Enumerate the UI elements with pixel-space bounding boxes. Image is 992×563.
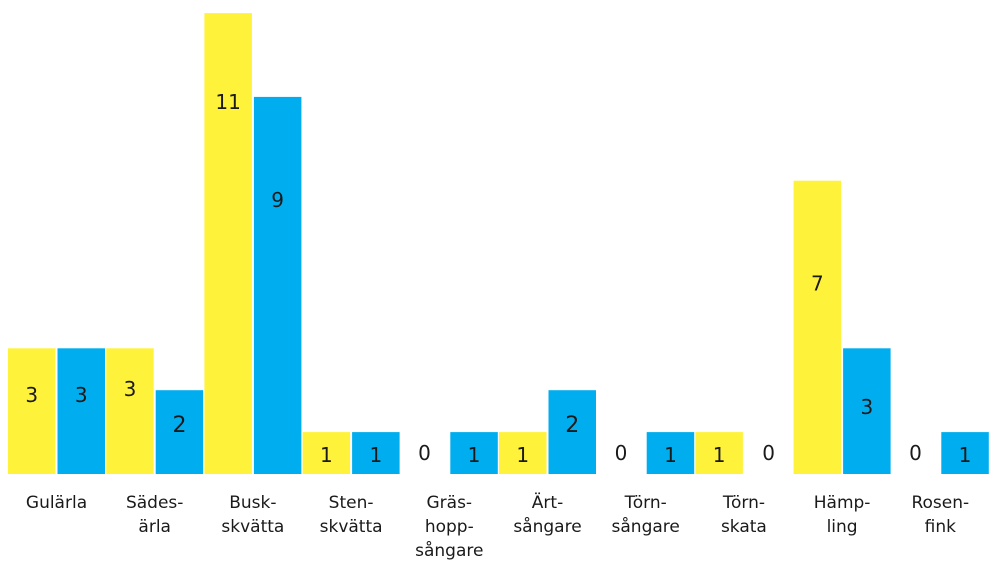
value-label-yellow-3: 1 [320, 443, 333, 467]
category-label-line: Hämp- [814, 493, 871, 513]
category-label-line: Rosen- [911, 493, 969, 513]
category-label-line: Gulärla [26, 493, 87, 513]
value-label-blue-3: 1 [369, 443, 382, 467]
category-label-line: Sädes- [126, 493, 183, 513]
category-label-0: Gulärla [26, 493, 87, 513]
category-label-line: Busk- [229, 493, 276, 513]
bar-yellow-5 [499, 432, 547, 474]
value-label-yellow-5: 1 [516, 443, 529, 467]
value-label-yellow-6: 0 [615, 441, 628, 465]
value-label-yellow-8: 7 [811, 272, 824, 296]
category-label-line: Törn- [722, 493, 765, 513]
value-label-blue-5: 2 [565, 413, 579, 438]
value-label-yellow-2: 11 [215, 90, 240, 114]
value-label-blue-6: 1 [664, 443, 677, 467]
category-label-5: Ärt-sångare [513, 492, 581, 537]
value-label-yellow-9: 0 [909, 441, 922, 465]
category-label-line: Törn- [624, 493, 667, 513]
value-label-blue-7: 0 [762, 441, 775, 465]
value-label-yellow-7: 1 [713, 443, 726, 467]
category-label-6: Törn-sångare [612, 493, 680, 537]
bar-blue-9 [941, 432, 989, 474]
category-label-line: skvätta [221, 517, 284, 537]
category-label-1: Sädes-ärla [126, 493, 183, 537]
category-label-line: hopp- [425, 517, 474, 537]
category-label-line: fink [925, 517, 956, 537]
bar-yellow-8 [793, 180, 842, 474]
bar-blue-4 [450, 432, 498, 474]
value-label-yellow-1: 3 [124, 377, 137, 401]
category-label-3: Sten-skvätta [320, 493, 383, 537]
bar-yellow-2 [204, 13, 252, 474]
value-label-blue-9: 1 [959, 443, 972, 467]
category-label-line: Sten- [329, 493, 374, 513]
category-label-line: sångare [415, 540, 483, 561]
category-label-4: Gräs-hopp-sångare [415, 493, 483, 561]
bar-yellow-1 [106, 348, 154, 474]
value-label-blue-1: 2 [172, 413, 186, 438]
category-label-line: ling [827, 517, 858, 537]
category-label-line: Gräs- [427, 493, 473, 513]
bar-blue-5 [548, 390, 596, 474]
category-label-line: Ärt- [532, 492, 563, 513]
category-labels-layer: Gulärla Sädes-ärlaBusk-skvättaSten-skvätt… [26, 492, 969, 561]
bar-yellow-7 [695, 432, 743, 474]
bars-layer [8, 13, 989, 475]
category-label-7: Törn-skata [721, 493, 767, 537]
value-label-blue-2: 9 [271, 188, 284, 212]
value-label-blue-0: 3 [75, 383, 88, 407]
bar-blue-2 [253, 96, 302, 475]
category-label-line: sångare [612, 516, 680, 537]
bar-blue-8 [843, 348, 891, 474]
bar-yellow-0 [8, 348, 56, 474]
bar-blue-0 [57, 348, 105, 474]
bar-blue-1 [155, 390, 204, 474]
value-label-blue-8: 3 [860, 395, 873, 419]
value-label-yellow-0: 3 [25, 383, 38, 407]
category-label-line: sångare [513, 516, 581, 537]
category-label-line: skvätta [320, 517, 383, 537]
category-label-line: ärla [138, 517, 171, 537]
value-label-blue-4: 1 [468, 443, 481, 467]
category-label-line: skata [721, 517, 767, 537]
bar-blue-6 [646, 432, 695, 474]
bar-blue-3 [352, 432, 400, 474]
category-label-2: Busk-skvätta [221, 493, 284, 537]
category-label-9: Rosen-fink [911, 493, 969, 537]
bar-yellow-3 [302, 432, 351, 474]
value-label-yellow-4: 0 [418, 441, 431, 465]
category-label-8: Hämp-ling [814, 493, 871, 537]
